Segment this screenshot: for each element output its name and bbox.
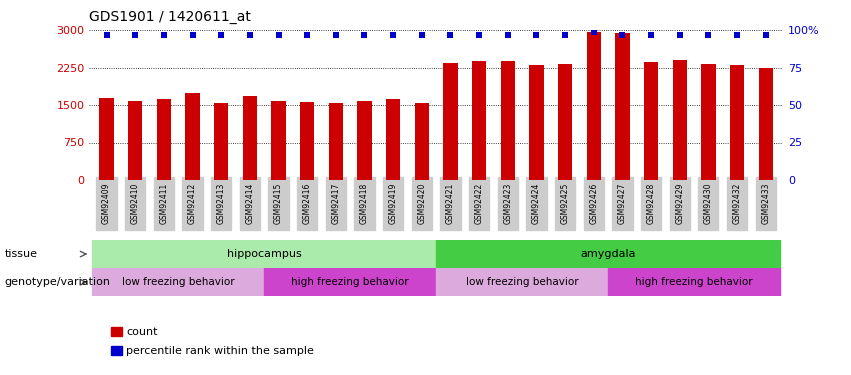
Point: [673, 32, 687, 38]
Bar: [758, 68, 773, 180]
Bar: [472, 61, 486, 180]
Point: [730, 32, 744, 38]
Point: [329, 32, 343, 38]
Point: [472, 32, 486, 38]
Text: tissue: tissue: [4, 249, 37, 259]
Point: [501, 32, 515, 38]
Bar: [443, 63, 458, 180]
Point: [386, 32, 400, 38]
Point: [529, 32, 543, 38]
Bar: [730, 64, 745, 180]
Bar: [586, 32, 601, 180]
Bar: [328, 103, 343, 180]
Bar: [357, 101, 372, 180]
Bar: [672, 60, 687, 180]
Point: [443, 32, 457, 38]
Text: low freezing behavior: low freezing behavior: [122, 277, 235, 287]
Bar: [264, 268, 436, 296]
Bar: [92, 268, 264, 296]
Text: high freezing behavior: high freezing behavior: [291, 277, 409, 287]
Text: low freezing behavior: low freezing behavior: [465, 277, 579, 287]
Point: [701, 32, 715, 38]
Bar: [157, 99, 171, 180]
Point: [558, 32, 572, 38]
Bar: [615, 33, 630, 180]
Point: [214, 32, 228, 38]
Bar: [100, 98, 114, 180]
Text: genotype/variation: genotype/variation: [4, 277, 111, 287]
Bar: [644, 62, 659, 180]
Point: [415, 32, 429, 38]
Point: [157, 32, 171, 38]
Point: [587, 28, 601, 34]
Text: high freezing behavior: high freezing behavior: [635, 277, 753, 287]
Point: [644, 32, 658, 38]
Bar: [300, 102, 314, 180]
Bar: [186, 93, 200, 180]
Point: [357, 32, 371, 38]
Bar: [558, 63, 572, 180]
Bar: [214, 103, 228, 180]
Point: [186, 32, 199, 38]
Bar: [500, 60, 515, 180]
Bar: [608, 268, 780, 296]
Point: [271, 32, 285, 38]
Bar: [92, 240, 436, 268]
Point: [243, 32, 257, 38]
Point: [759, 32, 773, 38]
Text: count: count: [126, 327, 157, 337]
Text: amygdala: amygdala: [580, 249, 636, 259]
Point: [615, 32, 629, 38]
Point: [100, 32, 113, 38]
Bar: [436, 240, 780, 268]
Bar: [386, 99, 400, 180]
Text: percentile rank within the sample: percentile rank within the sample: [126, 346, 314, 355]
Bar: [243, 96, 257, 180]
Bar: [436, 268, 608, 296]
Text: hippocampus: hippocampus: [227, 249, 301, 259]
Bar: [414, 102, 429, 180]
Point: [129, 32, 142, 38]
Bar: [701, 64, 716, 180]
Bar: [271, 101, 286, 180]
Bar: [529, 64, 544, 180]
Text: GDS1901 / 1420611_at: GDS1901 / 1420611_at: [89, 10, 251, 24]
Bar: [128, 101, 142, 180]
Point: [300, 32, 314, 38]
